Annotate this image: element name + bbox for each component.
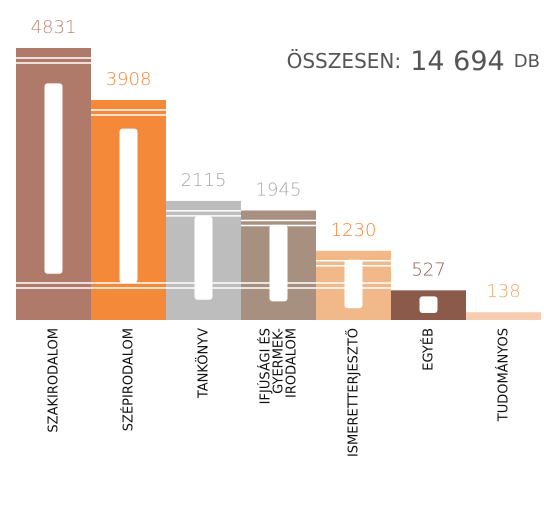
book-spine-label — [44, 83, 63, 274]
book-decoration — [91, 109, 166, 289]
value-label: 2115 — [181, 170, 227, 191]
value-label: 3908 — [106, 69, 152, 90]
book-spine-label — [194, 216, 213, 300]
total-value: 14 694 — [410, 46, 504, 77]
book-spine-label — [119, 128, 138, 283]
x-tick-label: IFJÚSÁGI ÉSGYERMEK-IRODALOM — [257, 328, 299, 405]
x-tick-label: EGYÉB — [420, 328, 436, 371]
book-spine-label — [269, 224, 288, 302]
book-decoration — [166, 210, 241, 300]
value-label: 138 — [486, 281, 520, 302]
total-unit: DB — [514, 51, 540, 72]
book-decoration — [316, 259, 391, 309]
total-annotation: ÖSSZESEN: 14 694 DB — [287, 46, 540, 77]
total-prefix: ÖSSZESEN: — [287, 49, 402, 73]
book-spine-label — [344, 259, 363, 309]
x-tick-label: ISMERETTERJESZTŐ — [345, 328, 361, 457]
x-tick-label: TANKÖNYV — [194, 328, 211, 399]
book-decoration — [241, 219, 316, 302]
book-decoration — [419, 296, 438, 313]
value-label: 1945 — [256, 179, 302, 200]
book-spine-label — [419, 296, 438, 313]
value-label: 527 — [411, 259, 445, 280]
x-tick-label: SZAKIRODALOM — [46, 328, 61, 433]
x-tick-label: TUDOMÁNYOS — [495, 328, 511, 422]
x-tick-label: SZÉPIRODALOM — [120, 328, 136, 431]
value-label: 4831 — [31, 17, 77, 38]
book-bar — [466, 312, 541, 320]
book-decoration — [16, 57, 91, 289]
value-label: 1230 — [331, 220, 377, 241]
